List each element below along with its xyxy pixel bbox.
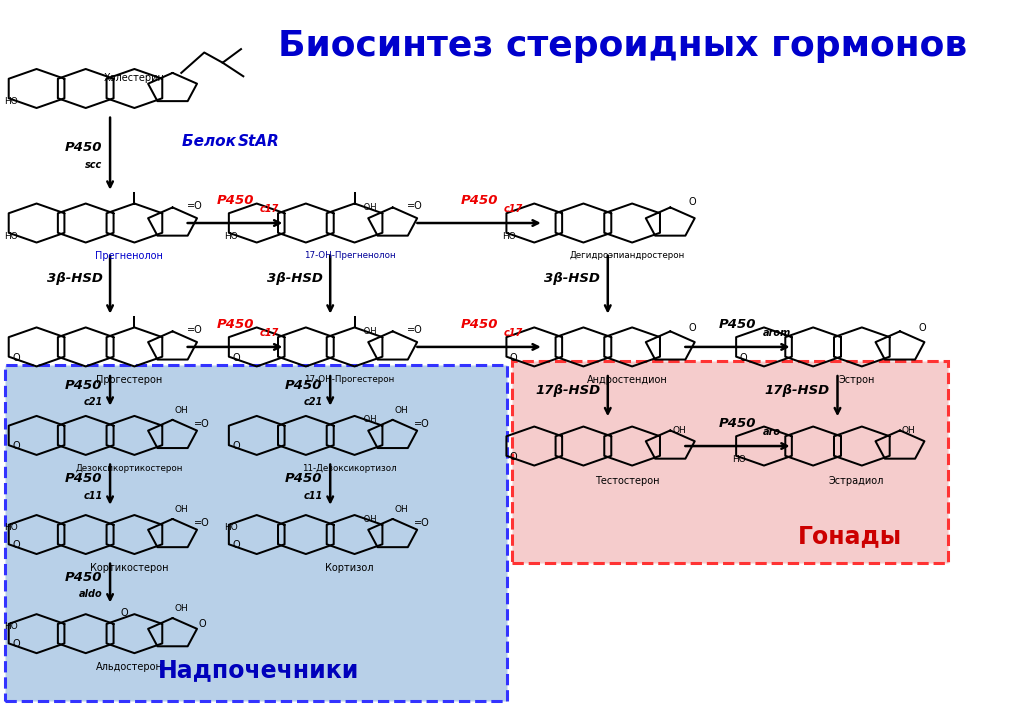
Text: c17: c17 xyxy=(260,204,280,214)
Text: =O: =O xyxy=(408,201,423,211)
Text: Кортикостерон: Кортикостерон xyxy=(90,563,169,573)
Text: Холестерин: Холестерин xyxy=(103,73,165,83)
Text: 11-Дезоксикортизол: 11-Дезоксикортизол xyxy=(302,464,396,473)
Text: OH: OH xyxy=(902,426,915,435)
Text: P450: P450 xyxy=(216,195,254,207)
Text: ·OH: ·OH xyxy=(361,203,377,212)
Text: HO: HO xyxy=(732,455,745,464)
Text: c21: c21 xyxy=(303,397,323,407)
Text: Прегненолон: Прегненолон xyxy=(95,251,163,261)
Text: P450: P450 xyxy=(285,379,323,392)
Text: P450: P450 xyxy=(216,319,254,331)
Text: P450: P450 xyxy=(65,472,102,486)
Text: O: O xyxy=(232,540,240,550)
Text: 17-ОН-Прогестерон: 17-ОН-Прогестерон xyxy=(304,375,394,384)
Text: =O: =O xyxy=(408,325,423,335)
Text: =O: =O xyxy=(187,325,203,335)
Text: =O: =O xyxy=(415,419,430,429)
Text: scc: scc xyxy=(85,160,102,170)
Text: Дегидроэпиандростерон: Дегидроэпиандростерон xyxy=(569,251,685,261)
Text: =O: =O xyxy=(195,419,210,429)
Text: Эстрон: Эстрон xyxy=(839,375,874,385)
Text: OH: OH xyxy=(394,406,409,415)
Text: P450: P450 xyxy=(285,472,323,486)
Text: Дезоксикортикостерон: Дезоксикортикостерон xyxy=(76,464,183,473)
Text: O: O xyxy=(232,441,240,451)
Text: Белок: Белок xyxy=(182,134,241,149)
Text: Андростендион: Андростендион xyxy=(587,375,668,385)
Text: O: O xyxy=(120,607,128,617)
Bar xyxy=(512,361,947,563)
Text: O: O xyxy=(919,323,927,333)
Text: =O: =O xyxy=(187,201,203,211)
Text: 17-ОН-Прегненолон: 17-ОН-Прегненолон xyxy=(303,251,395,261)
Text: c21: c21 xyxy=(83,397,102,407)
Text: OH: OH xyxy=(174,406,188,415)
Text: HO: HO xyxy=(4,232,18,241)
Text: StAR: StAR xyxy=(238,134,280,149)
Text: Гонады: Гонады xyxy=(798,524,902,548)
Text: Эстрадиол: Эстрадиол xyxy=(829,476,885,486)
Text: OH: OH xyxy=(174,506,188,514)
Text: aro: aro xyxy=(762,427,780,437)
Text: P450: P450 xyxy=(719,319,756,331)
Text: O: O xyxy=(689,323,696,333)
Text: 17β-HSD: 17β-HSD xyxy=(535,384,600,397)
Text: Тестостерон: Тестостерон xyxy=(595,476,659,486)
Text: aldo: aldo xyxy=(79,589,102,600)
Text: O: O xyxy=(198,619,206,629)
Text: Альдостерон: Альдостерон xyxy=(96,662,163,672)
Text: HO: HO xyxy=(224,523,239,532)
Text: c17: c17 xyxy=(504,328,523,338)
Text: O: O xyxy=(510,452,517,462)
Text: =O: =O xyxy=(195,518,210,528)
Text: O: O xyxy=(12,639,19,649)
Text: arom: arom xyxy=(762,328,791,338)
Text: P450: P450 xyxy=(461,195,498,207)
Text: HO: HO xyxy=(4,97,18,106)
Text: HO: HO xyxy=(4,523,18,532)
Text: Надпочечники: Надпочечники xyxy=(158,658,359,683)
Text: P450: P450 xyxy=(65,142,102,154)
Text: O: O xyxy=(689,197,696,207)
Text: OH: OH xyxy=(174,605,188,613)
Text: =O: =O xyxy=(415,518,430,528)
Text: P450: P450 xyxy=(719,418,756,430)
Text: O: O xyxy=(232,353,240,362)
Text: ·OH: ·OH xyxy=(361,515,377,524)
Text: OH: OH xyxy=(672,426,686,435)
Text: HO: HO xyxy=(4,622,18,631)
Text: 3β-HSD: 3β-HSD xyxy=(544,273,600,285)
Text: O: O xyxy=(12,441,19,451)
Text: c11: c11 xyxy=(83,491,102,501)
Text: 17β-HSD: 17β-HSD xyxy=(765,384,829,397)
Bar xyxy=(5,365,507,701)
Text: c11: c11 xyxy=(303,491,323,501)
Text: 3β-HSD: 3β-HSD xyxy=(46,273,102,285)
Text: HO: HO xyxy=(224,232,239,241)
Text: c17: c17 xyxy=(260,328,280,338)
Text: P450: P450 xyxy=(65,379,102,392)
Text: c17: c17 xyxy=(504,204,523,214)
Text: OH: OH xyxy=(394,506,409,514)
Text: Прогестерон: Прогестерон xyxy=(96,375,163,385)
Text: Кортизол: Кортизол xyxy=(325,563,374,573)
Text: P450: P450 xyxy=(65,571,102,584)
Text: Биосинтез стероидных гормонов: Биосинтез стероидных гормонов xyxy=(278,29,967,63)
Text: O: O xyxy=(739,353,748,362)
Text: O: O xyxy=(12,540,19,550)
Text: O: O xyxy=(12,353,19,362)
Text: ·OH: ·OH xyxy=(361,416,377,425)
Text: HO: HO xyxy=(502,232,516,241)
Text: ·OH: ·OH xyxy=(361,327,377,336)
Text: O: O xyxy=(510,353,517,362)
Text: 3β-HSD: 3β-HSD xyxy=(266,273,323,285)
Text: P450: P450 xyxy=(461,319,498,331)
